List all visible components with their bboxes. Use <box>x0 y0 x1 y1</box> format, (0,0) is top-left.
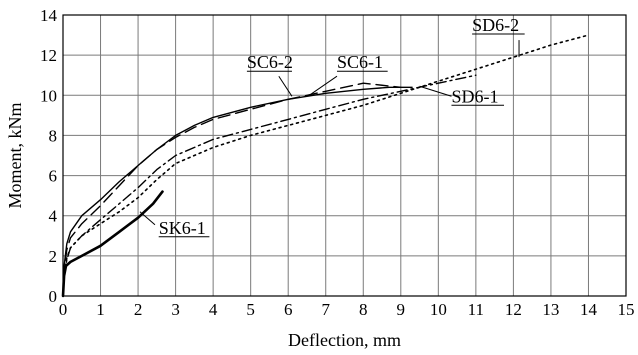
series-label-sc6-2: SC6-2 <box>247 52 293 72</box>
x-axis-title: Deflection, mm <box>288 330 401 350</box>
x-tick-label: 6 <box>284 300 293 319</box>
series-line-sd6-1 <box>62 74 477 297</box>
label-leader <box>139 211 156 226</box>
x-tick-label: 13 <box>542 300 559 319</box>
x-tick-label: 14 <box>580 300 598 319</box>
y-tick-label: 4 <box>49 207 58 226</box>
x-tick-label: 10 <box>430 300 447 319</box>
label-leader <box>419 85 452 97</box>
y-tick-label: 6 <box>49 167 58 186</box>
series-label-sk6-1: SK6-1 <box>159 218 206 238</box>
x-tick-label: 4 <box>209 300 218 319</box>
y-tick-label: 8 <box>49 126 58 145</box>
plot-frame <box>62 14 627 297</box>
leader-layer <box>139 33 525 238</box>
series-label-sd6-2: SD6-2 <box>472 15 519 35</box>
series-line-sc6-2 <box>62 82 402 297</box>
x-tick-label: 2 <box>134 300 143 319</box>
x-tick-label: 11 <box>468 300 484 319</box>
series-layer <box>61 34 590 298</box>
series-line-sd6-2 <box>62 34 590 297</box>
x-tick-label: 8 <box>359 300 368 319</box>
x-tick-label: 9 <box>397 300 406 319</box>
y-tick-label: 14 <box>40 6 58 25</box>
x-tick-label: 3 <box>171 300 180 319</box>
grid <box>63 15 626 296</box>
x-tick-label: 15 <box>618 300 635 319</box>
series-line-sc6-1 <box>62 86 413 297</box>
y-axis-title: Moment, kNm <box>5 103 25 209</box>
x-tick-label: 12 <box>505 300 522 319</box>
x-tick-labels: 0 1 2 3 4 5 6 7 8 9 10 11 12 13 14 15 <box>59 300 635 319</box>
y-tick-label: 0 <box>49 287 58 306</box>
series-line-sk6-1 <box>61 190 164 298</box>
y-tick-label: 2 <box>49 247 58 266</box>
x-tick-label: 0 <box>59 300 68 319</box>
series-label-sd6-1: SD6-1 <box>451 86 498 106</box>
y-tick-labels: 0 2 4 6 8 10 12 14 <box>40 6 58 306</box>
y-tick-label: 10 <box>40 86 57 105</box>
series-label-sc6-1: SC6-1 <box>337 52 383 72</box>
label-leader <box>278 75 293 97</box>
x-tick-label: 1 <box>96 300 105 319</box>
label-leader <box>310 75 338 95</box>
x-tick-label: 7 <box>321 300 330 319</box>
x-tick-label: 5 <box>246 300 255 319</box>
y-tick-label: 12 <box>40 46 57 65</box>
